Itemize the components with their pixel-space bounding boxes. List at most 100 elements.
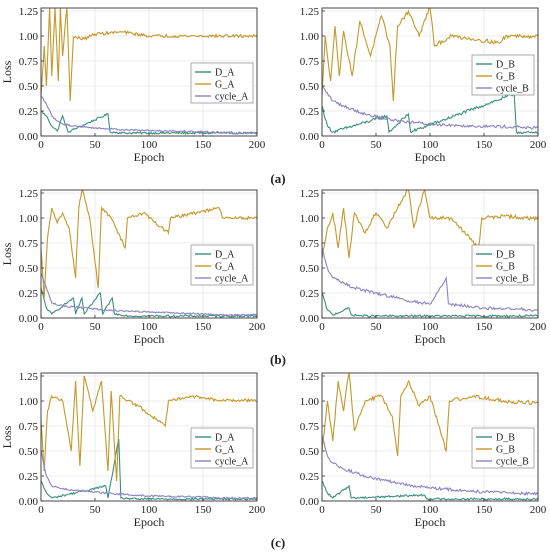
y-tick-label: 0.00 <box>19 131 39 143</box>
panel-label-b: (b) <box>270 352 286 367</box>
series-line-G_B <box>322 373 538 457</box>
y-tick-label: 1.25 <box>19 188 39 200</box>
y-tick-label: 1.00 <box>300 213 320 225</box>
x-tick-label: 200 <box>249 139 266 151</box>
x-tick-label: 100 <box>141 321 158 333</box>
series-line-cycle_A <box>41 272 257 317</box>
series-line-G_B <box>322 190 538 259</box>
y-tick-label: 1.25 <box>300 188 320 200</box>
y-tick-label: 0.00 <box>300 313 320 325</box>
y-tick-label: 0.00 <box>300 496 320 508</box>
x-tick-label: 150 <box>195 321 212 333</box>
y-tick-label: 0.75 <box>19 56 39 68</box>
series-line-cycle_B <box>322 247 538 312</box>
legend-label: D_A <box>215 68 235 79</box>
x-tick-label: 50 <box>90 321 102 333</box>
series-line-cycle_B <box>322 85 538 130</box>
x-tick-label: 50 <box>90 504 102 516</box>
x-axis-label: Epoch <box>415 332 446 346</box>
y-tick-label: 1.00 <box>19 213 39 225</box>
y-tick-label: 0.75 <box>19 421 39 433</box>
y-tick-label: 1.00 <box>19 31 39 43</box>
chart-panel-2: 0 50 100 150 200 0.00 0.25 0.50 0.75 1.00 1.25 Epoc… <box>0 188 266 346</box>
y-tick-label: 0.75 <box>19 238 39 250</box>
legend-label: G_B <box>496 72 515 83</box>
series-line-G_A <box>41 375 257 482</box>
x-tick-label: 0 <box>319 321 325 333</box>
x-tick-label: 200 <box>530 321 547 333</box>
x-tick-label: 200 <box>530 504 547 516</box>
x-tick-label: 50 <box>371 504 383 516</box>
legend-label: G_B <box>496 445 515 456</box>
series-line-cycle_A <box>41 450 257 500</box>
y-tick-label: 0.25 <box>300 106 320 118</box>
y-tick-label: 0.25 <box>19 106 39 118</box>
y-tick-label: 0.50 <box>300 263 320 275</box>
x-tick-label: 200 <box>530 139 547 151</box>
series-line-G_A <box>41 8 257 102</box>
y-tick-label: 0.00 <box>300 131 320 143</box>
y-tick-label: 1.25 <box>300 6 320 18</box>
legend-label: D_A <box>215 433 235 444</box>
legend-label: cycle_B <box>496 457 529 468</box>
y-tick-label: 0.25 <box>300 288 320 300</box>
chart-panel-1: 0 50 100 150 200 0.00 0.25 0.50 0.75 1.00 1.25 Epoc… <box>300 6 547 164</box>
chart-panel-5: 0 50 100 150 200 0.00 0.25 0.50 0.75 1.00 1.25 Epoc… <box>300 371 547 529</box>
x-tick-label: 200 <box>249 504 266 516</box>
x-tick-label: 100 <box>141 504 158 516</box>
legend-label: cycle_A <box>215 274 249 285</box>
x-tick-label: 150 <box>476 321 493 333</box>
y-tick-label: 1.00 <box>19 396 39 408</box>
y-tick-label: 0.75 <box>300 421 320 433</box>
y-tick-label: 0.75 <box>300 238 320 250</box>
x-tick-label: 200 <box>249 321 266 333</box>
y-tick-label: 0.25 <box>19 471 39 483</box>
x-tick-label: 0 <box>38 321 44 333</box>
x-tick-label: 150 <box>195 139 212 151</box>
y-tick-label: 1.25 <box>19 6 39 18</box>
legend-label: G_A <box>215 262 235 273</box>
legend-label: D_B <box>496 60 515 71</box>
series-line-G_A <box>41 190 257 299</box>
panel-label-a: (a) <box>270 171 285 186</box>
y-tick-label: 0.50 <box>300 81 320 93</box>
y-tick-label: 1.00 <box>300 31 320 43</box>
legend-label: D_B <box>496 433 515 444</box>
x-axis-label: Epoch <box>134 332 165 346</box>
x-tick-label: 150 <box>195 504 212 516</box>
y-tick-label: 0.50 <box>19 263 39 275</box>
legend-label: G_A <box>215 445 235 456</box>
chart-panel-4: 0 50 100 150 200 0.00 0.25 0.50 0.75 1.00 1.25 Epoc… <box>0 371 266 529</box>
x-tick-label: 50 <box>371 139 383 151</box>
x-axis-label: Epoch <box>415 515 446 529</box>
legend-label: G_A <box>215 80 235 91</box>
x-tick-label: 100 <box>422 321 439 333</box>
charts-container: 0 50 100 150 200 0.00 0.25 0.50 0.75 1.00 1.25 Epoc… <box>0 6 547 529</box>
panel-label-c: (c) <box>271 535 285 550</box>
y-tick-label: 1.00 <box>300 396 320 408</box>
x-tick-label: 150 <box>476 139 493 151</box>
x-tick-label: 50 <box>371 321 383 333</box>
series-line-cycle_B <box>322 435 538 497</box>
y-tick-label: 0.00 <box>19 496 39 508</box>
legend-label: cycle_A <box>215 92 249 103</box>
x-axis-label: Epoch <box>134 150 165 164</box>
series-line-G_B <box>322 8 538 102</box>
legend-label: D_B <box>496 250 515 261</box>
y-axis-label: Loss <box>0 60 14 83</box>
legend-label: cycle_A <box>215 457 249 468</box>
x-tick-label: 0 <box>319 504 325 516</box>
x-tick-label: 0 <box>319 139 325 151</box>
y-tick-label: 1.25 <box>300 371 320 383</box>
y-tick-label: 1.25 <box>19 371 39 383</box>
y-tick-label: 0.00 <box>19 313 39 325</box>
series-line-D_B <box>322 93 538 135</box>
y-tick-label: 0.75 <box>300 56 320 68</box>
